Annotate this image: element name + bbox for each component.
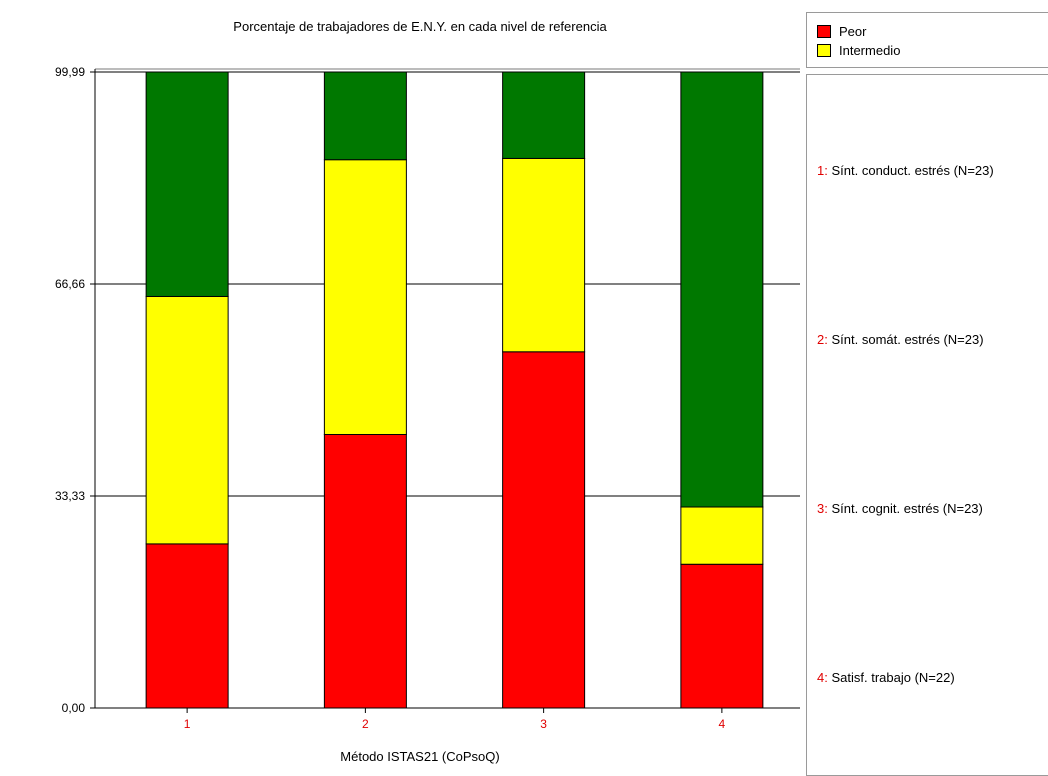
bar-segment-intermedio [323,159,407,435]
legend-label: Peor [839,24,867,39]
legend-swatch-intermedio [817,44,831,57]
bars [145,71,764,709]
legend: Peor Intermedio [806,12,1048,68]
y-tick-label: 33,33 [55,489,85,503]
bar-segment-other [502,71,586,159]
bar-segment-peor [680,563,764,709]
description-number: 1 [817,163,825,178]
description-item: 3: Sínt. cognit. estrés (N=23) [817,501,983,516]
bar-segment-intermedio [680,506,764,565]
description-number: 2 [817,332,825,347]
y-tick-label: 66,66 [55,277,85,291]
x-tick-label: 1 [184,717,191,731]
chart-title: Porcentaje de trabajadores de E.N.Y. en … [233,19,607,34]
description-text: Sínt. cognit. estrés (N=23) [831,501,983,516]
bar-segment-other [323,71,407,161]
x-tick-label: 4 [719,717,726,731]
description-text: Sínt. conduct. estrés (N=23) [831,163,994,178]
stacked-bar-chart: Porcentaje de trabajadores de E.N.Y. en … [55,19,800,764]
x-axis-label: Método ISTAS21 (CoPsoQ) [340,749,499,764]
bar-segment-peor [502,351,586,709]
bar-segment-peor [323,433,407,709]
description-number: 3 [817,501,825,516]
bar-segment-other [680,71,764,508]
description-text: Satisf. trabajo (N=22) [831,670,955,685]
bar-segment-peor [145,543,229,709]
x-tick-label: 2 [362,717,369,731]
description-text: Sínt. somát. estrés (N=23) [831,332,984,347]
axes: 0,00 33,33 66,66 99,99 1 2 3 4 [55,65,800,731]
description-number: 4 [817,670,825,685]
description-item: 2: Sínt. somát. estrés (N=23) [817,332,984,347]
category-descriptions: 1: Sínt. conduct. estrés (N=23) 2: Sínt.… [806,74,1048,776]
x-tick-label: 3 [540,717,547,731]
bar-segment-intermedio [502,157,586,353]
description-item: 1: Sínt. conduct. estrés (N=23) [817,163,994,178]
legend-label: Intermedio [839,43,901,58]
y-tick-label: 0,00 [62,701,86,715]
bar-segment-other [145,71,229,297]
legend-swatch-peor [817,25,831,38]
description-item: 4: Satisf. trabajo (N=22) [817,670,955,685]
bar-segment-intermedio [145,295,229,545]
y-tick-label: 99,99 [55,65,85,79]
